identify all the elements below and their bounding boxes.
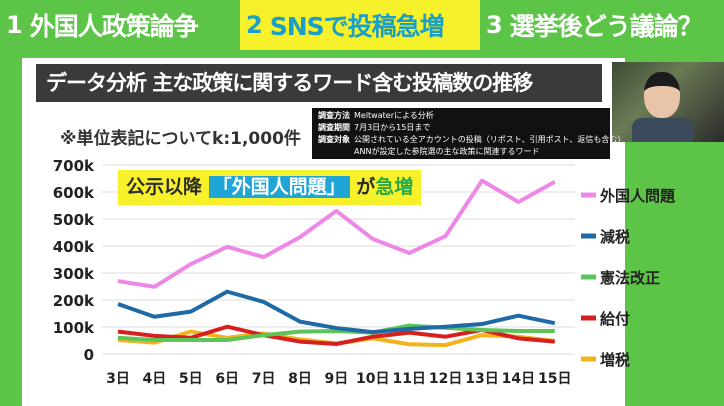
method-box: 調査方法 Meltwaterによる分析 調査期間 7月3日から15日まで 調査対象公… [312,108,625,159]
y-tick-label: 600k [53,184,95,202]
topic-label: 外国人政策論争 [29,12,199,41]
method-row: 調査方法 Meltwaterによる分析 [318,110,604,122]
presenter-body [632,118,694,142]
method-row: 調査期間 7月3日から15日まで [318,122,604,134]
y-tick-label: 700k [53,157,95,175]
y-tick-label: 500k [53,211,95,229]
topic-bar: 1 外国人政策論争 2 SNSで投稿急増 3 選挙後どう議論？ [0,0,724,50]
method-key: 調査期間 [318,123,350,132]
x-tick-label: 14日 [502,371,535,387]
y-tick-label: 400k [53,238,95,256]
callout-banner: 公示以降 「外国人問題」 が急増 [118,170,422,205]
callout-text: 公示以降 [126,176,203,198]
y-tick-label: 100k [53,319,95,337]
series-line-外国人問題 [117,178,556,289]
topic-number: 1 [6,11,23,39]
x-tick-label: 12日 [429,371,462,387]
topic-number: 3 [486,11,503,39]
method-value: ANNが設定した参院選の主な政策に関連するワード [354,147,540,156]
method-value: Meltwaterによる分析 [354,111,434,120]
topic-3: 3 選挙後どう議論？ [480,0,724,50]
x-tick-label: 6日 [215,371,239,387]
y-tick-label: 200k [53,292,95,310]
series-line-減税 [117,289,556,335]
series-line-憲法改正 [117,323,555,342]
callout-text: が [356,176,376,198]
legend-label: 憲法改正 [599,269,660,287]
legend-label: 給付 [600,310,630,328]
y-tick-label: 0 [84,346,94,364]
x-tick-label: 13日 [465,371,498,387]
legend-label: 減税 [600,228,630,246]
x-tick-label: 8日 [288,371,312,387]
method-key: 調査方法 [318,111,350,120]
legend-label: 外国人問題 [599,187,676,205]
presenter-face [644,72,680,118]
topic-number: 2 [246,11,263,39]
method-value: 公開されている全アカウントの投稿（リポスト、引用ポスト、返信も含む） [354,135,626,144]
topic-2-active: 2 SNSで投稿急増 [240,0,480,50]
method-value: 7月3日から15日まで [354,123,431,132]
x-tick-label: 5日 [179,371,203,387]
x-tick-label: 4日 [143,371,167,387]
presenter-video-thumbnail [612,62,724,142]
callout-accent: 急増 [375,176,414,198]
x-tick-label: 9日 [325,371,349,387]
topic-1: 1 外国人政策論争 [0,0,240,50]
callout-highlight: 「外国人問題」 [208,176,350,198]
method-row: ANNが設定した参院選の主な政策に関連するワード [318,146,604,158]
method-key: 調査対象 [318,135,350,144]
x-tick-label: 10日 [356,371,389,387]
chart-title: データ分析 主な政策に関するワード含む投稿数の推移 [36,64,602,102]
x-tick-label: 11日 [392,371,425,387]
legend-label: 増税 [600,351,630,369]
method-row: 調査対象 公開されている全アカウントの投稿（リポスト、引用ポスト、返信も含む） [318,134,625,146]
x-tick-label: 7日 [252,371,276,387]
topic-label: SNSで投稿急増 [269,12,445,41]
topic-label: 選挙後どう議論？ [509,12,703,41]
unit-note: ※単位表記についてk:1,000件 [60,129,301,149]
x-tick-label: 3日 [106,371,130,387]
y-tick-label: 300k [53,265,95,283]
x-tick-label: 15日 [538,371,571,387]
